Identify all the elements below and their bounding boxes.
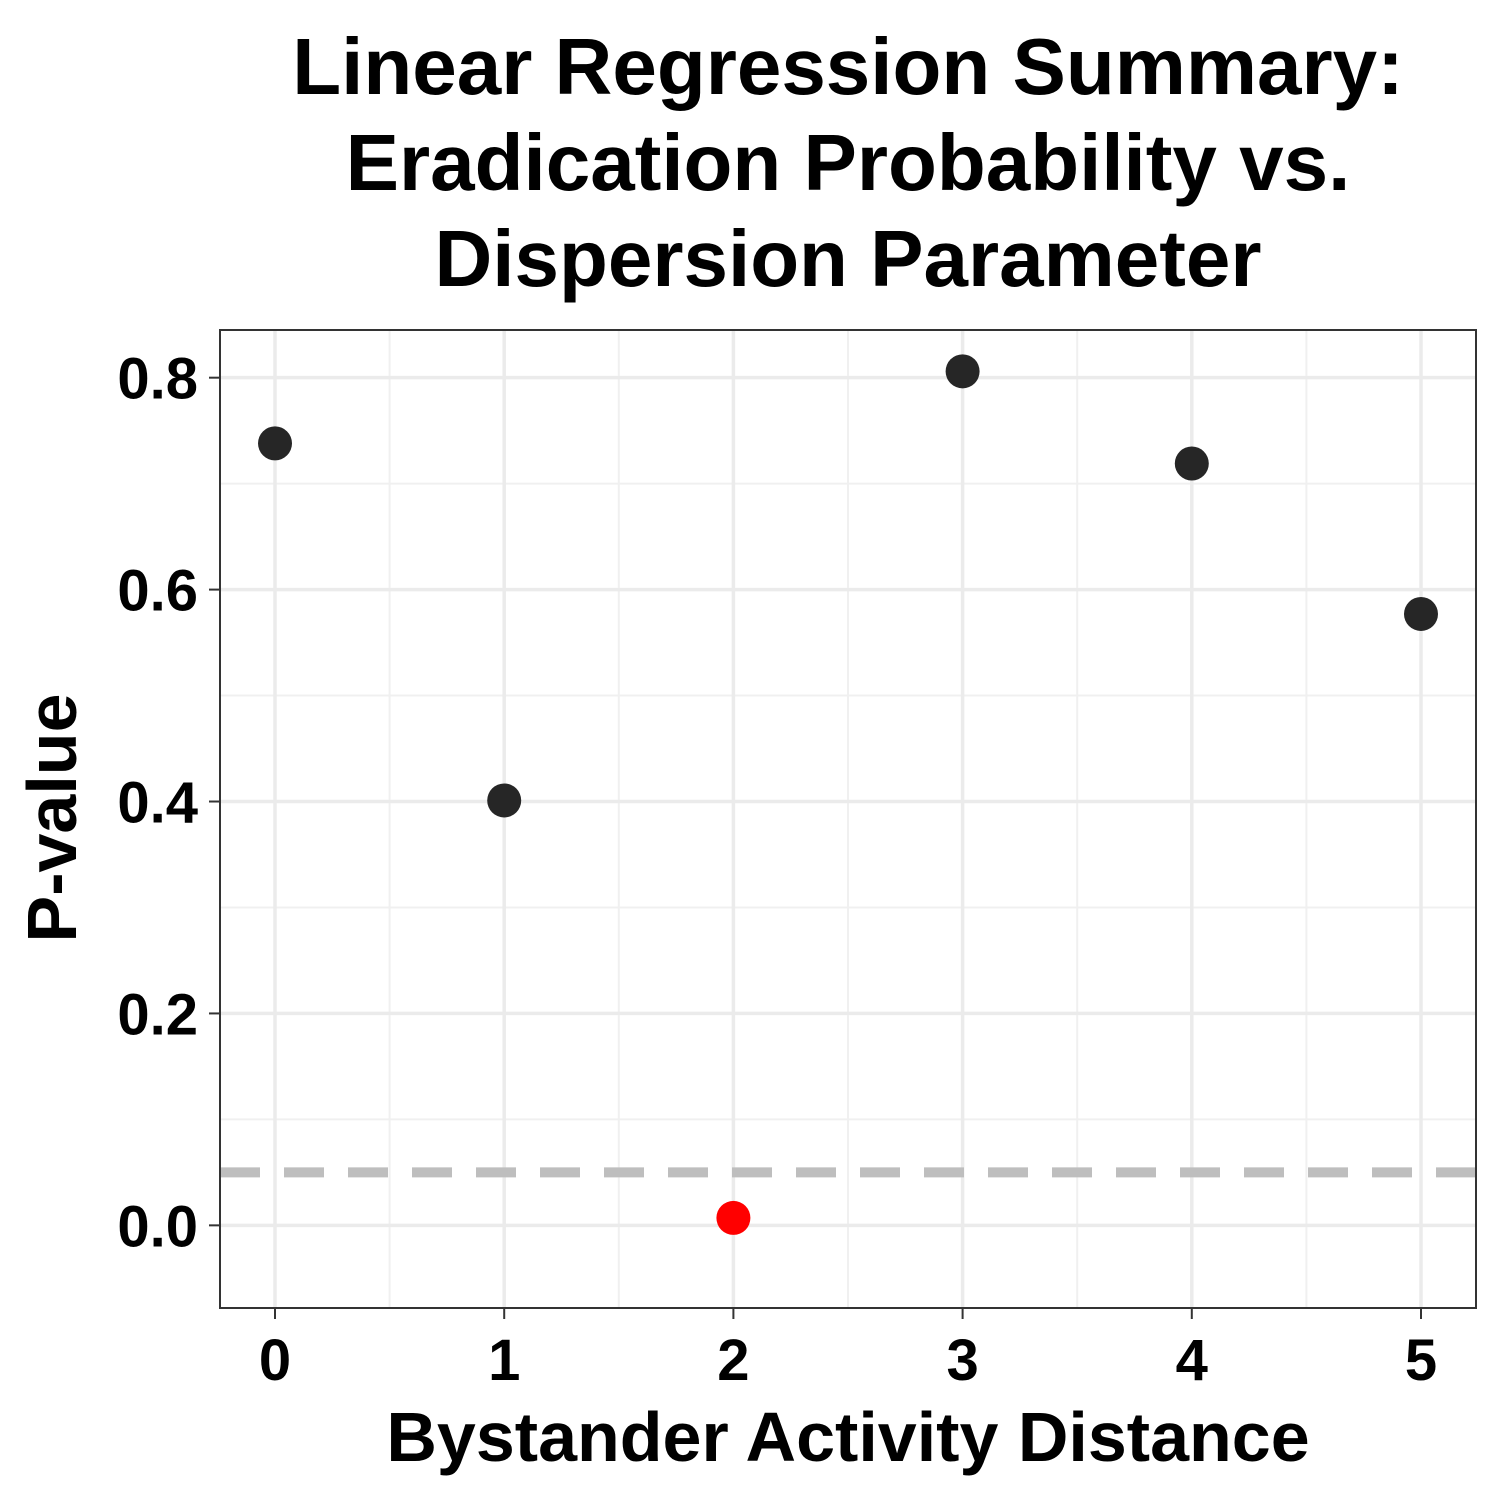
x-tick-label: 3 <box>946 1328 978 1393</box>
y-tick-label: 0.2 <box>117 982 198 1047</box>
y-tick-label: 0.8 <box>117 347 198 412</box>
data-point-4 <box>1174 446 1209 481</box>
y-tick-label: 0.6 <box>117 559 198 624</box>
data-point-3 <box>945 354 980 389</box>
data-point-5 <box>1403 596 1438 631</box>
minor-gridlines <box>220 330 1476 1308</box>
major-gridlines <box>220 330 1476 1308</box>
y-tick-label: 0.0 <box>117 1194 198 1259</box>
x-tick-label: 0 <box>259 1328 291 1393</box>
title-line-1: Linear Regression Summary: <box>292 22 1403 111</box>
x-axis-ticks: 0 1 2 3 4 5 <box>259 1308 1437 1393</box>
x-tick-label: 5 <box>1405 1328 1437 1393</box>
title-line-2: Eradication Probability vs. <box>346 118 1351 207</box>
chart-title: Linear Regression Summary: Eradication P… <box>292 22 1403 303</box>
y-axis-label: P-value <box>13 694 91 943</box>
plot-panel-border <box>219 329 1477 1309</box>
data-point-0 <box>258 426 293 461</box>
x-tick-label: 4 <box>1176 1328 1208 1393</box>
data-point-2 <box>716 1200 751 1235</box>
x-tick-label: 2 <box>717 1328 749 1393</box>
y-axis-ticks: 0.0 0.2 0.4 0.6 0.8 <box>117 347 220 1259</box>
y-tick-label: 0.4 <box>117 771 198 836</box>
x-tick-label: 1 <box>488 1328 520 1393</box>
data-point-1 <box>487 783 522 818</box>
title-line-3: Dispersion Parameter <box>434 214 1261 303</box>
x-axis-label: Bystander Activity Distance <box>386 1398 1309 1476</box>
data-points <box>258 354 1438 1235</box>
